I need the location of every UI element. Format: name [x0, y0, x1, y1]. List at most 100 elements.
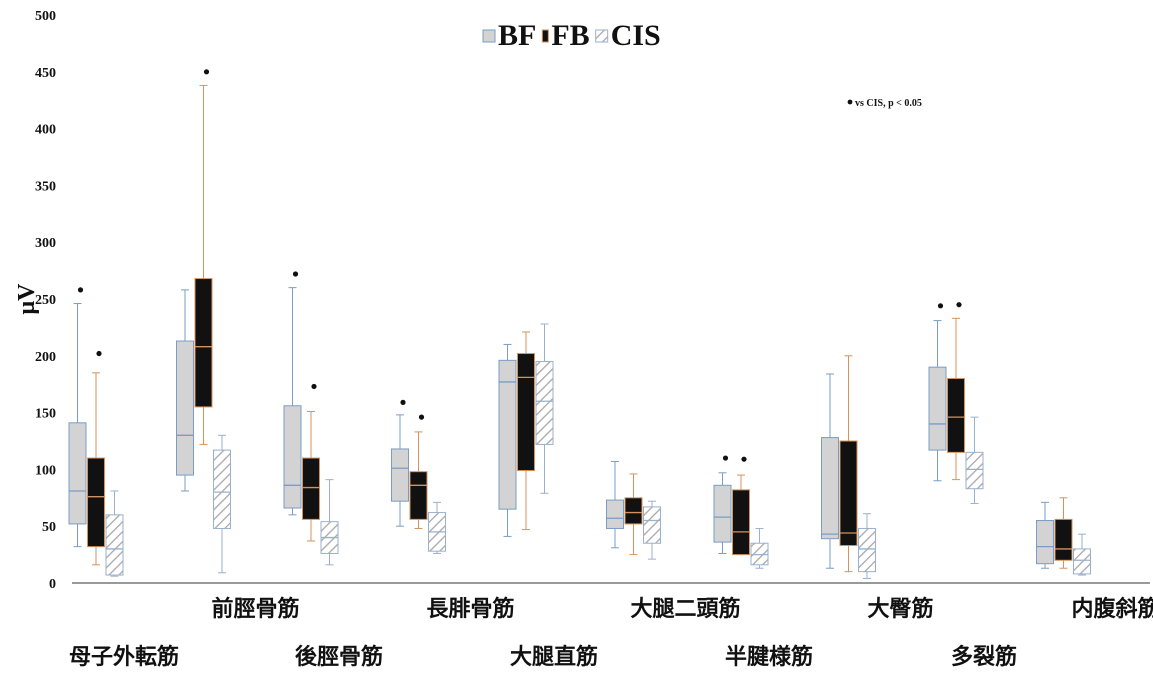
significance-marker	[311, 383, 317, 390]
box-bf-5	[498, 343, 517, 537]
box-bf-7	[713, 455, 732, 554]
plot-area	[68, 69, 1091, 579]
box-cis-5	[535, 323, 554, 494]
box-iqr	[409, 471, 428, 520]
box-iqr	[68, 422, 87, 525]
y-axis: 0 50 100 150 200 250 300 350 400 450 500 μV	[14, 9, 1150, 592]
box-bf-9	[928, 303, 947, 482]
box-iqr	[1054, 518, 1073, 561]
y-tick-label: 150	[35, 407, 56, 422]
box-cis-6	[643, 500, 661, 560]
category-label-2: 前脛骨筋	[211, 596, 299, 622]
y-tick-label: 500	[35, 9, 56, 24]
box-fb-5	[517, 331, 535, 531]
legend-label-fb: FB	[551, 19, 589, 52]
y-tick-label: 450	[35, 66, 56, 81]
box-bf-8	[821, 373, 839, 569]
box-cis-9	[965, 416, 984, 504]
box-bf-6	[606, 460, 624, 549]
box-iqr	[283, 405, 302, 509]
y-tick-label: 100	[35, 463, 56, 478]
box-iqr	[391, 448, 409, 502]
legend-swatch-fb	[541, 29, 549, 43]
box-iqr	[498, 359, 517, 510]
box-cis-10	[1073, 533, 1091, 576]
box-iqr	[732, 489, 750, 556]
box-fb-4	[409, 414, 428, 529]
box-fb-2	[194, 69, 213, 445]
legend: BF FB CIS	[482, 19, 661, 52]
category-label-1: 母子外転筋	[69, 644, 179, 670]
legend-swatch-cis	[595, 29, 609, 43]
box-iqr	[713, 484, 732, 543]
box-iqr	[606, 499, 624, 529]
y-tick-label: 250	[35, 293, 56, 308]
box-cis-8	[858, 513, 876, 579]
significance-marker	[400, 399, 406, 405]
box-iqr	[517, 353, 535, 472]
box-bf-4	[391, 399, 409, 527]
box-iqr	[821, 437, 839, 540]
y-tick-label: 300	[35, 236, 56, 251]
box-bf-2	[176, 289, 194, 492]
box-iqr	[535, 360, 554, 445]
y-tick-label: 0	[49, 577, 56, 592]
y-tick-label: 200	[35, 350, 56, 365]
box-bf-10	[1036, 501, 1054, 569]
y-tick-label: 50	[42, 520, 56, 535]
box-fb-10	[1054, 497, 1073, 569]
category-label-7: 半腱様筋	[725, 644, 813, 670]
box-iqr	[947, 378, 965, 453]
box-iqr	[1073, 548, 1091, 575]
box-cis-7	[750, 527, 769, 569]
legend-label-cis: CIS	[611, 19, 661, 52]
box-fb-9	[947, 302, 965, 481]
category-label-6: 大腿二頭筋	[630, 596, 740, 622]
category-label-10: 内腹斜筋	[1071, 596, 1153, 622]
y-tick-label: 400	[35, 123, 56, 138]
box-fb-7	[732, 456, 750, 556]
significance-marker	[937, 303, 944, 309]
box-fb-8	[839, 355, 858, 573]
box-fb-6	[624, 473, 643, 556]
annotation-text: vs CIS, p < 0.05	[855, 98, 922, 109]
significance-marker	[96, 350, 102, 357]
significance-marker	[956, 302, 962, 308]
box-iqr	[643, 506, 661, 544]
legend-label-bf: BF	[498, 19, 536, 52]
box-fb-1	[87, 350, 105, 566]
box-iqr	[302, 457, 320, 520]
box-iqr	[858, 527, 876, 573]
category-label-9: 多裂筋	[951, 644, 1017, 670]
box-iqr	[176, 340, 194, 476]
legend-swatch-bf	[482, 29, 496, 43]
category-label-3: 後脛骨筋	[295, 644, 383, 670]
significance-marker	[203, 69, 210, 75]
annotation-marker	[847, 99, 853, 105]
category-label-5: 大腿直筋	[510, 644, 598, 670]
y-tick-label: 350	[35, 179, 56, 194]
box-iqr	[87, 457, 105, 548]
significance-annotation: vs CIS, p < 0.05	[847, 98, 922, 109]
box-cis-3	[320, 479, 339, 566]
significance-marker	[292, 271, 299, 277]
box-iqr	[194, 278, 213, 408]
significance-marker	[722, 455, 729, 461]
box-bf-3	[283, 271, 302, 516]
y-axis-label: μV	[14, 283, 40, 315]
box-fb-3	[302, 383, 320, 542]
significance-marker	[77, 287, 84, 293]
category-label-8: 大臀筋	[867, 596, 933, 622]
box-cis-2	[213, 434, 231, 574]
box-iqr	[213, 449, 231, 529]
box-iqr	[624, 497, 643, 525]
box-iqr	[105, 514, 124, 576]
box-iqr	[965, 451, 984, 490]
box-cis-1	[105, 490, 124, 577]
box-iqr	[928, 366, 947, 451]
box-iqr	[839, 440, 858, 547]
box-iqr	[1036, 520, 1054, 565]
category-label-4: 長腓骨筋	[426, 596, 514, 622]
